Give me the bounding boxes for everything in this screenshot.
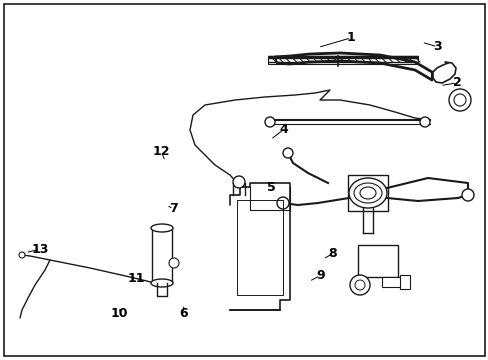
Circle shape xyxy=(354,280,364,290)
Circle shape xyxy=(461,189,473,201)
Bar xyxy=(267,56,417,64)
Text: 12: 12 xyxy=(152,145,170,158)
Text: 6: 6 xyxy=(179,307,187,320)
Text: 11: 11 xyxy=(127,273,144,285)
FancyBboxPatch shape xyxy=(347,175,387,211)
Circle shape xyxy=(19,252,25,258)
Circle shape xyxy=(448,89,470,111)
Text: 13: 13 xyxy=(31,243,49,256)
Ellipse shape xyxy=(359,187,375,199)
Text: 10: 10 xyxy=(111,307,128,320)
Text: 5: 5 xyxy=(266,181,275,194)
Text: 8: 8 xyxy=(327,247,336,260)
Bar xyxy=(357,245,397,277)
Text: 3: 3 xyxy=(432,40,441,53)
Ellipse shape xyxy=(348,178,386,208)
Circle shape xyxy=(453,94,465,106)
Circle shape xyxy=(349,275,369,295)
Circle shape xyxy=(419,117,429,127)
Circle shape xyxy=(264,117,274,127)
Text: 9: 9 xyxy=(315,269,324,282)
Bar xyxy=(381,277,403,287)
Circle shape xyxy=(283,148,292,158)
Circle shape xyxy=(276,197,288,209)
Ellipse shape xyxy=(151,224,173,232)
Text: 1: 1 xyxy=(346,31,355,44)
Text: 7: 7 xyxy=(169,202,178,215)
Bar xyxy=(152,228,172,283)
Text: 4: 4 xyxy=(279,123,287,136)
Circle shape xyxy=(232,176,244,188)
Ellipse shape xyxy=(151,279,173,287)
Circle shape xyxy=(169,258,179,268)
Bar xyxy=(399,275,409,289)
Ellipse shape xyxy=(353,183,381,203)
Text: 2: 2 xyxy=(452,76,461,89)
